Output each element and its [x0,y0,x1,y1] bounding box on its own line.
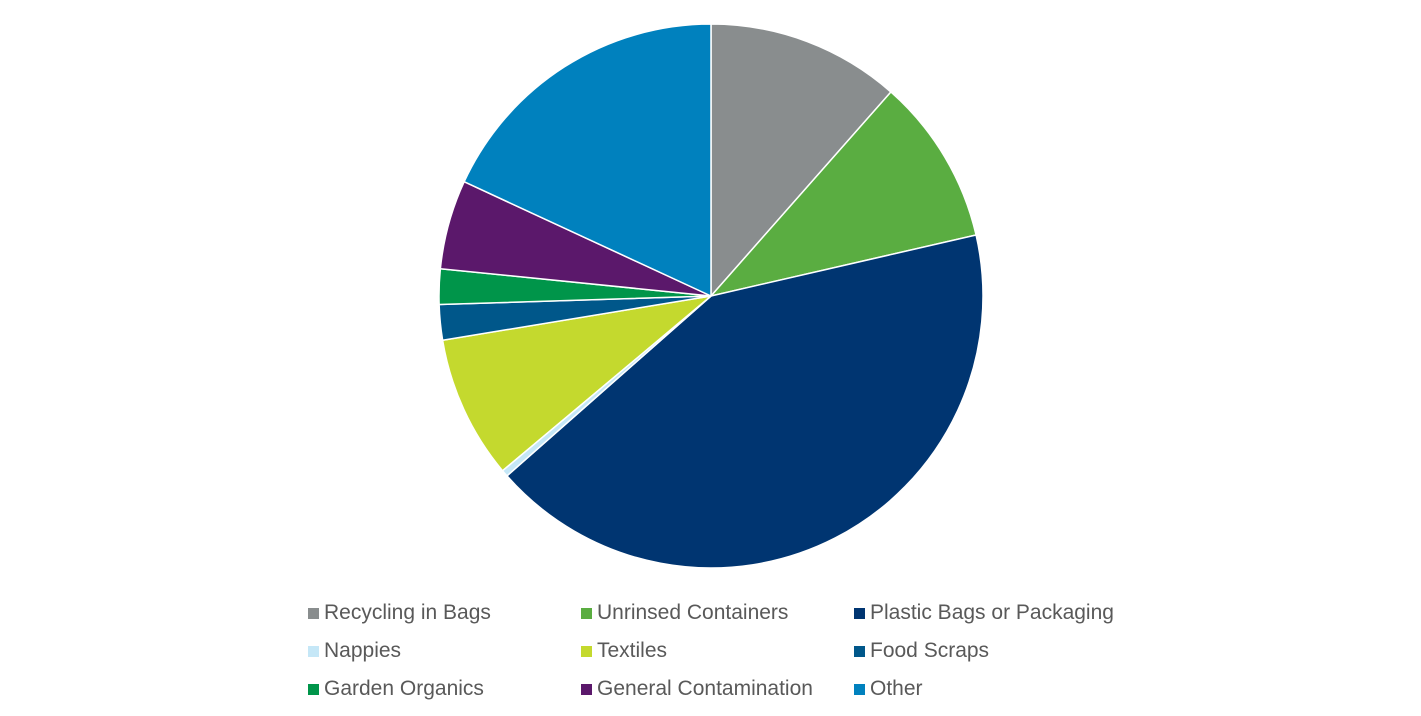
legend-item-unrinsed-containers: Unrinsed Containers [581,598,854,628]
legend-swatch [308,607,319,619]
pie-slice-unrinsed-containers [710,91,977,297]
legend-item-textiles: Textiles [581,636,854,666]
legend-label: Other [870,677,923,700]
pie-slice-plastic-bags-or-packaging [506,234,984,569]
legend-item-garden-organics: Garden Organics [308,674,581,704]
legend-item-recycling-in-bags: Recycling in Bags [308,598,581,628]
legend-swatch [581,645,592,657]
legend-item-general-contamination: General Contamination [581,674,854,704]
chart-legend: Recycling in Bags Unrinsed Containers Plas… [308,598,1188,712]
legend-swatch [581,683,592,695]
legend-label: General Contamination [597,677,813,700]
pie-slice-other [463,23,712,297]
pie-slice-textiles [441,295,712,472]
legend-label: Food Scraps [870,639,990,662]
legend-swatch [308,645,319,657]
legend-swatch [581,607,592,619]
legend-label: Garden Organics [324,677,484,700]
legend-label: Nappies [324,639,402,662]
legend-label: Plastic Bags or Packaging [870,601,1114,624]
pie-slice-recycling-in-bags [710,23,892,297]
legend-item-other: Other [854,674,1188,704]
legend-item-nappies: Nappies [308,636,581,666]
legend-label: Recycling in Bags [324,601,491,624]
legend-item-food-scraps: Food Scraps [854,636,1188,666]
legend-swatch [854,645,865,657]
legend-label: Unrinsed Containers [597,601,789,624]
legend-item-plastic-bags-or-packaging: Plastic Bags or Packaging [854,598,1188,628]
legend-swatch [854,607,865,619]
legend-label: Textiles [597,639,668,662]
legend-swatch [854,683,865,695]
legend-swatch [308,683,319,695]
